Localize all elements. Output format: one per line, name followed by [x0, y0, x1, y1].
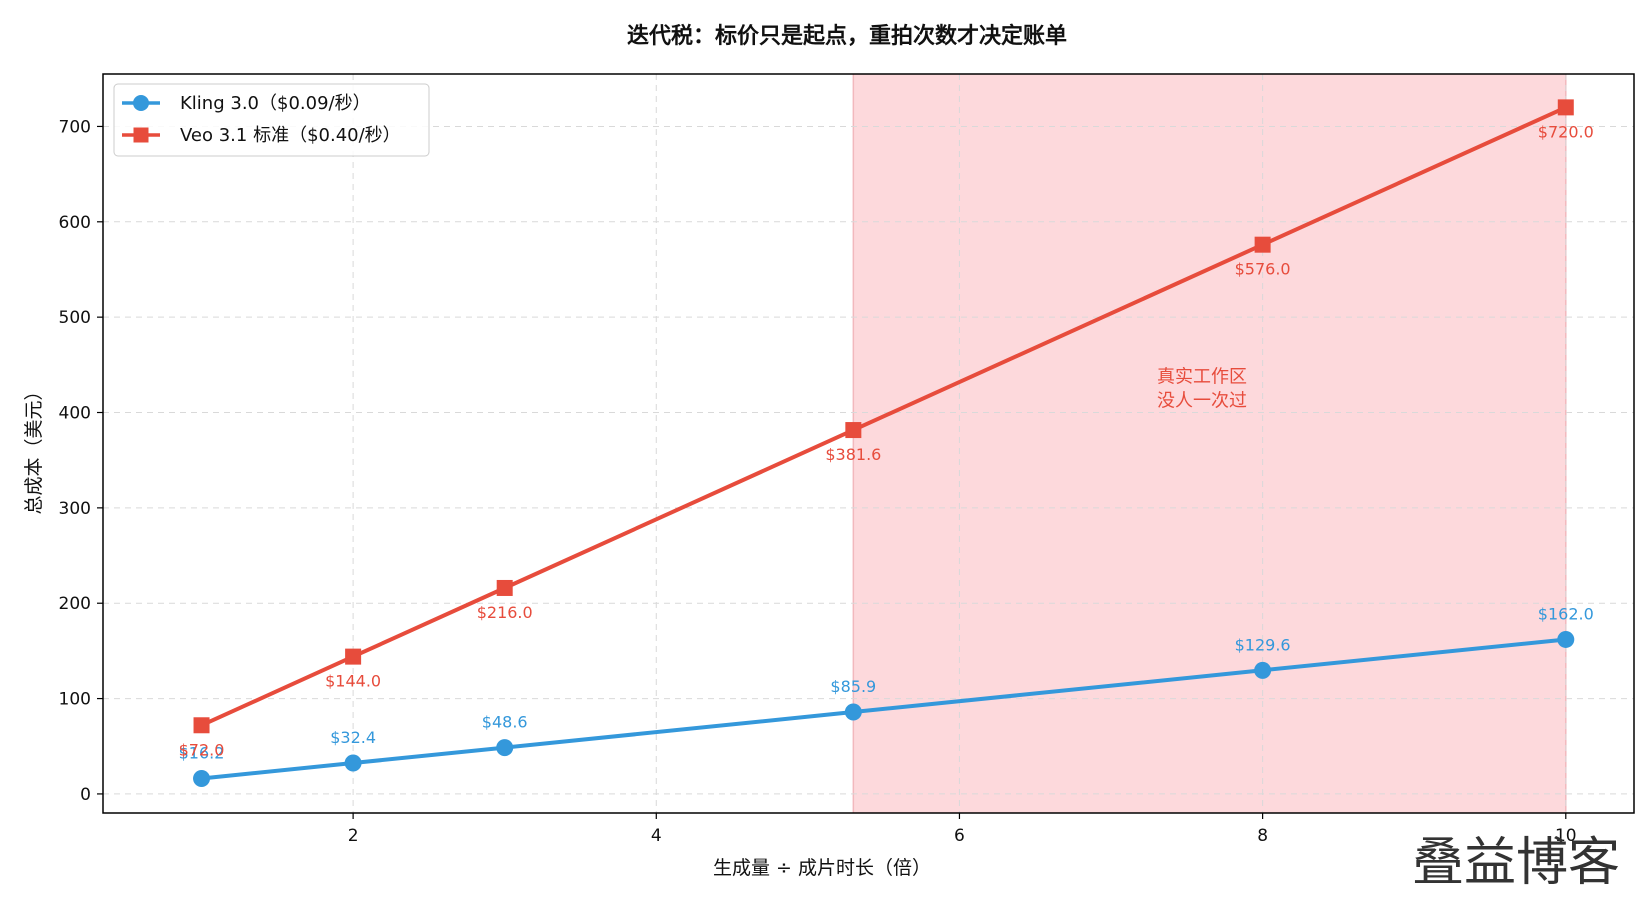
data-point-veo: [1557, 99, 1574, 116]
data-label-kling: $32.4: [330, 728, 376, 747]
x-tick-label: 4: [651, 826, 662, 846]
data-point-kling: [844, 703, 862, 721]
data-point-kling: [1254, 661, 1272, 679]
legend-marker-kling: [133, 95, 149, 111]
watermark: 叠益博客: [1412, 833, 1620, 893]
data-label-veo: $144.0: [325, 672, 381, 691]
data-point-veo: [1254, 236, 1271, 253]
data-point-kling: [496, 739, 514, 757]
data-label-veo: $381.6: [825, 445, 881, 464]
series-line-veo: [200, 105, 1567, 728]
y-tick-label: 0: [80, 785, 91, 805]
legend-marker-veo: [133, 127, 149, 143]
data-point-kling: [344, 754, 362, 772]
data-point-veo: [345, 648, 362, 665]
legend-box: [113, 83, 430, 157]
data-label-veo: $216.0: [477, 603, 533, 622]
data-point-veo: [193, 717, 210, 734]
data-label-kling: $16.2: [179, 743, 225, 762]
series-layer: [193, 99, 1575, 787]
data-label-kling: $85.9: [830, 677, 876, 696]
legend-label-kling: Kling 3.0（$0.09/秒）: [180, 93, 371, 114]
data-label-veo: $576.0: [1235, 260, 1291, 279]
data-labels: $16.2 $32.4 $48.6 $85.9 $129.6 $162.0 $72.0 $14…: [179, 122, 1594, 762]
data-point-kling: [193, 769, 211, 787]
y-tick-label: 400: [59, 404, 91, 424]
legend-label-veo: Veo 3.1 标准（$0.40/秒）: [180, 125, 401, 146]
data-label-kling: $162.0: [1538, 604, 1594, 623]
y-tick-label: 300: [59, 499, 91, 519]
series-line-kling: [201, 637, 1567, 781]
plot-area: $16.2 $32.4 $48.6 $85.9 $129.6 $162.0 $72.0 $14…: [59, 73, 1635, 846]
x-tick-label: 10: [1555, 826, 1577, 846]
y-tick-label: 100: [59, 690, 91, 710]
y-tick-label: 600: [59, 213, 91, 233]
x-tick-label: 8: [1257, 826, 1268, 846]
chart-title: 迭代税：标价只是起点，重拍次数才决定账单: [627, 23, 1067, 49]
data-point-veo: [496, 579, 513, 596]
plot-frame: [102, 73, 1635, 814]
y-tick-label: 500: [59, 308, 91, 328]
y-tick-label: 200: [59, 594, 91, 614]
x-axis-label: 生成量 ÷ 成片时长（倍）: [713, 857, 931, 879]
data-label-veo: $720.0: [1538, 122, 1594, 141]
y-tick-label: 700: [59, 117, 91, 137]
data-point-veo: [845, 422, 862, 439]
data-point-kling: [1557, 630, 1575, 648]
annotation-line-2: 没人一次过: [1157, 391, 1247, 412]
data-label-kling: $129.6: [1235, 635, 1291, 654]
data-label-kling: $48.6: [482, 713, 528, 732]
annotation-line-1: 真实工作区: [1157, 367, 1247, 388]
y-axis-label: 总成本（美元）: [23, 381, 45, 514]
x-tick-label: 2: [348, 826, 359, 846]
legend: Kling 3.0（$0.09/秒） Veo 3.1 标准（$0.40/秒）: [113, 83, 430, 157]
x-tick-label: 6: [954, 826, 965, 846]
shaded-region: [853, 74, 1566, 813]
data-label-veo: $72.0: [179, 740, 225, 759]
